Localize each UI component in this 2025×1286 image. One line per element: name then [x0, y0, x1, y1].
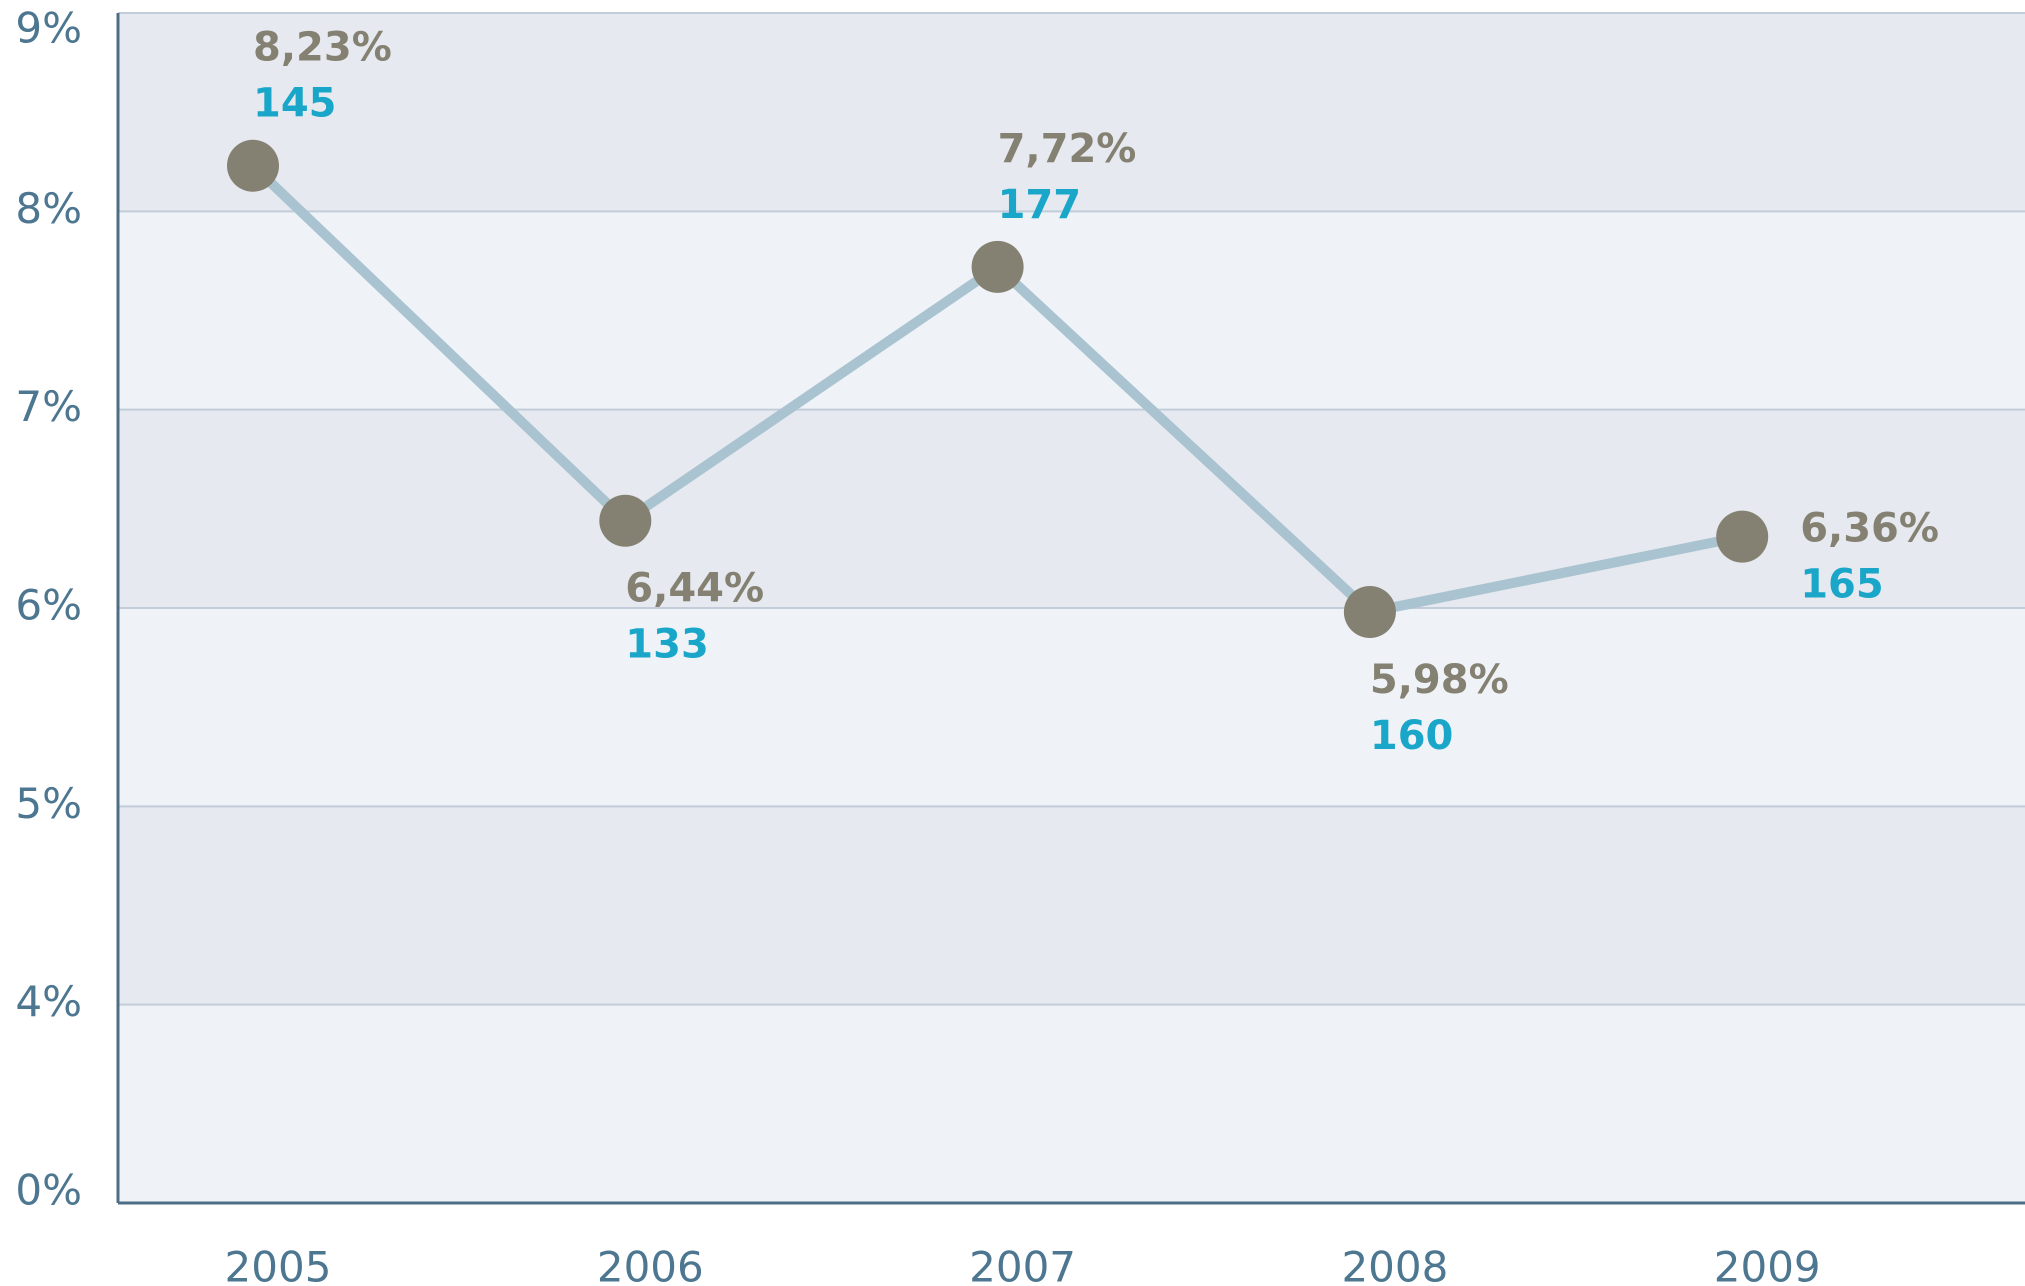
value-label: 5,98% [1370, 657, 1509, 703]
y-tick-label: 6% [15, 581, 82, 630]
x-tick-label: 2009 [1714, 1243, 1821, 1286]
band [118, 608, 2025, 807]
marker [971, 240, 1024, 293]
x-tick-label: 2007 [969, 1243, 1076, 1286]
y-tick-label: 4% [15, 977, 82, 1026]
band [118, 13, 2025, 212]
band [118, 1004, 2025, 1203]
y-tick-label: 8% [15, 184, 82, 233]
marker [1343, 585, 1396, 638]
value-label: 8,23% [253, 25, 392, 71]
count-label: 145 [253, 81, 337, 127]
marker [227, 139, 279, 192]
y-tick-label: 0% [15, 1166, 82, 1215]
band [118, 211, 2025, 410]
x-tick-label: 2008 [1341, 1243, 1448, 1286]
count-label: 160 [1370, 713, 1454, 759]
marker [599, 494, 652, 547]
marker [1716, 510, 1769, 563]
y-tick-label: 5% [15, 779, 82, 828]
count-label: 177 [998, 182, 1082, 228]
value-label: 6,44% [625, 566, 764, 612]
x-tick-label: 2006 [597, 1243, 704, 1286]
band [118, 806, 2025, 1005]
y-tick-label: 9% [15, 4, 82, 53]
x-tick-label: 2005 [225, 1243, 332, 1286]
y-tick-label: 7% [15, 382, 82, 431]
count-label: 165 [1800, 562, 1884, 608]
value-label: 6,36% [1800, 506, 1939, 552]
value-label: 7,72% [998, 126, 1137, 172]
band [118, 409, 2025, 608]
count-label: 133 [625, 622, 709, 668]
